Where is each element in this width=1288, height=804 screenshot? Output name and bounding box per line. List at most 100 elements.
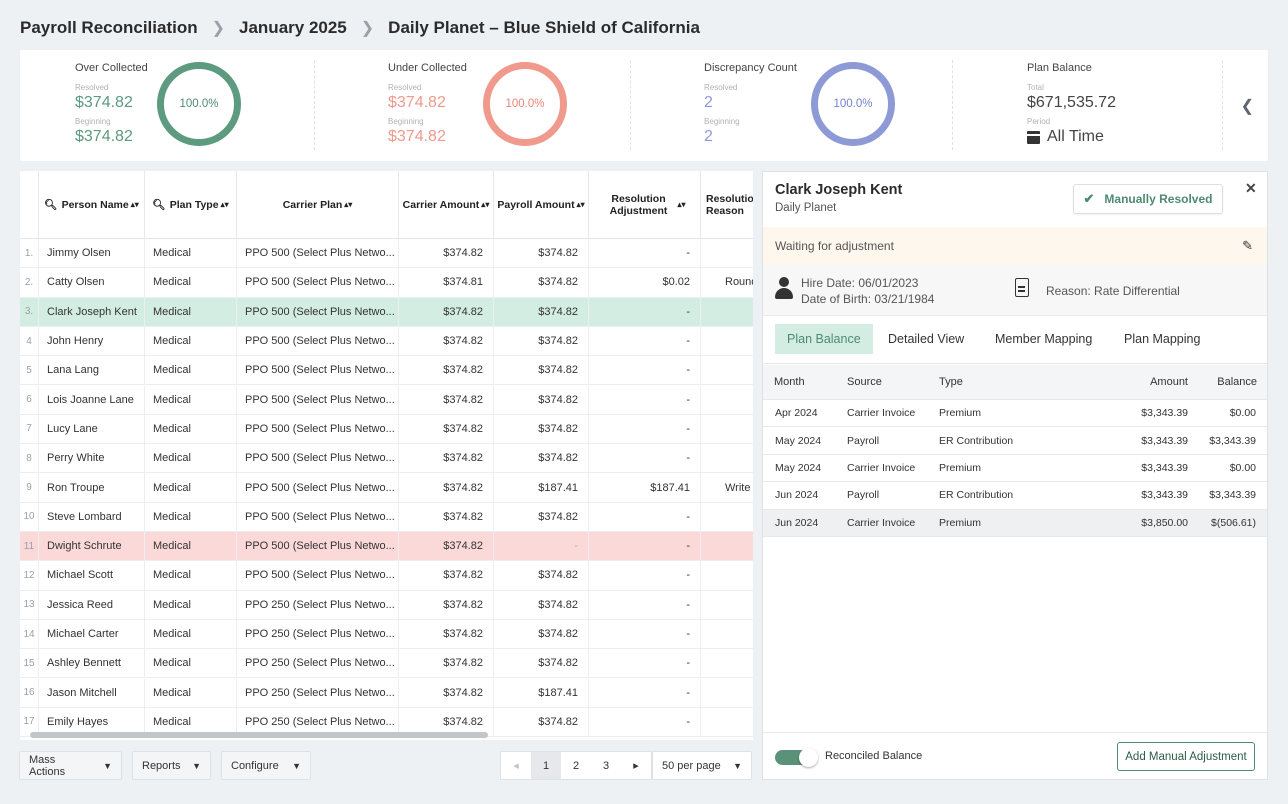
table-row[interactable]: 7 Lucy Lane Medical PPO 500 (Select Plus Ne… xyxy=(20,414,753,445)
date-of-birth: Date of Birth: 03/21/1984 xyxy=(801,292,935,306)
reason-text: Reason: Rate Differential xyxy=(1046,284,1180,298)
reports-dropdown[interactable]: Reports ▼ xyxy=(132,751,211,780)
header-person-name[interactable]: 🔍︎ Person Name ▴▾ xyxy=(39,171,145,239)
reconciliation-grid: 🔍︎ Person Name ▴▾ 🔍︎ Plan Type ▴▾ Carrier Pl… xyxy=(20,171,753,740)
sort-icon[interactable]: ▴▾ xyxy=(481,200,490,209)
header-payroll-amount[interactable]: Payroll Amount ▴▾ xyxy=(494,171,589,239)
chevron-left-icon[interactable]: ❮ xyxy=(1240,98,1254,115)
manually-resolved-button[interactable]: ✔ Manually Resolved xyxy=(1073,184,1223,214)
payroll-amount: $374.82 xyxy=(494,707,589,737)
tab-plan-mapping[interactable]: Plan Mapping xyxy=(1124,332,1201,346)
header-carrier-amount[interactable]: Carrier Amount ▴▾ xyxy=(399,171,494,239)
table-row[interactable]: 8 Perry White Medical PPO 500 (Select Plus … xyxy=(20,444,753,474)
balance-row[interactable]: Jun 2024 Carrier Invoice Premium $3,850.00 $… xyxy=(763,509,1267,537)
resolution-adjustment: - xyxy=(589,561,701,590)
reconciled-balance-toggle[interactable] xyxy=(775,748,818,767)
next-page-icon[interactable]: ▸ xyxy=(633,760,639,772)
pagination: ◂ 1 2 3 ▸ xyxy=(500,751,652,780)
table-row[interactable]: 5 Lana Lang Medical PPO 500 (Select Plus Ne… xyxy=(20,356,753,386)
page-button[interactable]: 3 xyxy=(602,759,610,772)
person-name: Steve Lombard xyxy=(39,502,145,531)
col-month: Month xyxy=(774,376,805,388)
resolution-adjustment: - xyxy=(589,590,701,619)
tab-plan-balance[interactable]: Plan Balance xyxy=(775,324,873,354)
breadcrumb-item[interactable]: January 2025 xyxy=(239,18,347,37)
payroll-amount: $374.82 xyxy=(494,619,589,649)
table-row[interactable]: 13 Jessica Reed Medical PPO 250 (Select Plu… xyxy=(20,590,753,620)
table-row[interactable]: 1. Jimmy Olsen Medical PPO 500 (Select Plus… xyxy=(20,239,753,269)
sort-icon[interactable]: ▴▾ xyxy=(344,200,353,209)
plan-type: Medical xyxy=(145,385,237,414)
prev-page-icon[interactable]: ◂ xyxy=(513,760,519,772)
edit-icon[interactable]: ✎ xyxy=(1242,238,1253,253)
header-index xyxy=(20,171,39,239)
plan-type: Medical xyxy=(145,414,237,444)
horizontal-scrollbar[interactable] xyxy=(30,732,488,738)
header-carrier-plan[interactable]: Carrier Plan ▴▾ xyxy=(237,171,399,239)
sort-icon[interactable]: ▴▾ xyxy=(576,200,585,209)
search-icon[interactable]: 🔍︎ xyxy=(152,199,166,211)
balance-row[interactable]: Apr 2024 Carrier Invoice Premium $3,343.39 $… xyxy=(763,400,1267,428)
table-row[interactable]: 10 Steve Lombard Medical PPO 500 (Select Pl… xyxy=(20,502,753,532)
resolution-adjustment: - xyxy=(589,649,701,678)
page-button[interactable]: 1 xyxy=(531,752,561,779)
plan-type: Medical xyxy=(145,678,237,707)
stat-value: $374.82 xyxy=(388,128,446,145)
chevron-right-icon: ❯ xyxy=(360,20,375,37)
stat-value: 2 xyxy=(704,128,713,145)
breadcrumb: Payroll Reconciliation ❯ January 2025 ❯ … xyxy=(20,17,700,39)
balance-row[interactable]: May 2024 Payroll ER Contribution $3,343.39 $… xyxy=(763,427,1267,455)
header-plan-type[interactable]: 🔍︎ Plan Type ▴▾ xyxy=(145,171,237,239)
tab-member-mapping[interactable]: Member Mapping xyxy=(995,332,1093,346)
breadcrumb-item[interactable]: Payroll Reconciliation xyxy=(20,18,198,37)
resolution-reason xyxy=(701,415,753,443)
tab-detailed-view[interactable]: Detailed View xyxy=(888,332,965,346)
carrier-plan: PPO 500 (Select Plus Netwo... xyxy=(237,385,399,414)
table-row[interactable]: 6 Lois Joanne Lane Medical PPO 500 (Select … xyxy=(20,385,753,415)
add-manual-adjustment-button[interactable]: Add Manual Adjustment xyxy=(1117,742,1255,771)
plan-type: Medical xyxy=(145,590,237,619)
table-row[interactable]: 11 Dwight Schrute Medical PPO 500 (Select P… xyxy=(20,532,753,562)
sort-icon[interactable]: ▴▾ xyxy=(130,200,139,209)
header-resolution-reason[interactable]: Resolution Reason xyxy=(706,193,753,217)
close-icon[interactable]: ✕ xyxy=(1245,180,1257,196)
stat-label: Beginning xyxy=(388,117,424,126)
plan-type: Medical xyxy=(145,707,237,737)
amount: $3,343.39 xyxy=(1141,461,1188,474)
table-row[interactable]: 12 Michael Scott Medical PPO 500 (Select Pl… xyxy=(20,561,753,591)
configure-dropdown[interactable]: Configure ▼ xyxy=(221,751,311,780)
page-button[interactable]: 2 xyxy=(572,759,580,772)
carrier-amount: $374.82 xyxy=(399,502,494,531)
balance-row[interactable]: May 2024 Carrier Invoice Premium $3,343.39 $… xyxy=(763,455,1267,483)
table-row[interactable]: 2. Catty Olsen Medical PPO 500 (Select Plus… xyxy=(20,268,753,298)
carrier-plan: PPO 500 (Select Plus Netwo... xyxy=(237,532,399,561)
balance: $(506.61) xyxy=(1211,516,1256,529)
carrier-amount: $374.82 xyxy=(399,297,494,326)
resolution-adjustment: $0.02 xyxy=(589,268,701,297)
resolution-reason xyxy=(701,239,753,267)
month: Jun 2024 xyxy=(775,516,819,529)
payroll-amount: $374.82 xyxy=(494,502,589,531)
table-row[interactable]: 14 Michael Carter Medical PPO 250 (Select P… xyxy=(20,619,753,650)
table-row[interactable]: 16 Jason Mitchell Medical PPO 250 (Select P… xyxy=(20,678,753,708)
plan-type: Medical xyxy=(145,473,237,502)
table-row[interactable]: 3. Clark Joseph Kent Medical PPO 500 (Selec… xyxy=(20,297,753,327)
table-row[interactable]: 9 Ron Troupe Medical PPO 500 (Select Plus N… xyxy=(20,473,753,503)
person-name: Michael Carter xyxy=(39,619,145,649)
resolution-reason xyxy=(701,708,753,736)
payroll-amount: $374.82 xyxy=(494,444,589,473)
search-icon[interactable]: 🔍︎ xyxy=(44,199,58,211)
balance-row[interactable]: Jun 2024 Payroll ER Contribution $3,343.39 $… xyxy=(763,482,1267,510)
mass-actions-dropdown[interactable]: Mass Actions ▼ xyxy=(19,751,122,780)
resolution-adjustment: - xyxy=(589,239,701,268)
per-page-select[interactable]: 50 per page ▼ xyxy=(652,751,752,780)
header-resolution-adjustment[interactable]: Resolution Adjustment ▴▾ xyxy=(589,171,701,239)
table-row[interactable]: 4 John Henry Medical PPO 500 (Select Plus N… xyxy=(20,326,753,357)
carrier-plan: PPO 250 (Select Plus Netwo... xyxy=(237,707,399,737)
table-row[interactable]: 15 Ashley Bennett Medical PPO 250 (Select P… xyxy=(20,649,753,679)
caret-down-icon: ▼ xyxy=(192,760,201,771)
sort-icon[interactable]: ▴▾ xyxy=(220,200,229,209)
carrier-plan: PPO 500 (Select Plus Netwo... xyxy=(237,561,399,590)
carrier-amount: $374.81 xyxy=(399,268,494,297)
sort-icon[interactable]: ▴▾ xyxy=(677,200,686,209)
